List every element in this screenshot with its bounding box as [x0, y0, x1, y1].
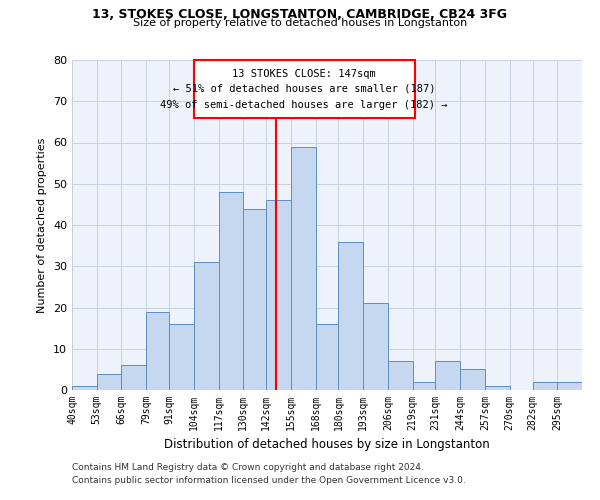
- Bar: [557, 382, 582, 390]
- Bar: [243, 208, 266, 390]
- Bar: [460, 370, 485, 390]
- Text: Contains public sector information licensed under the Open Government Licence v3: Contains public sector information licen…: [72, 476, 466, 485]
- Bar: [291, 146, 316, 390]
- Text: ← 51% of detached houses are smaller (187): ← 51% of detached houses are smaller (18…: [173, 84, 436, 94]
- Text: 13 STOKES CLOSE: 147sqm: 13 STOKES CLOSE: 147sqm: [232, 70, 376, 80]
- Text: 13, STOKES CLOSE, LONGSTANTON, CAMBRIDGE, CB24 3FG: 13, STOKES CLOSE, LONGSTANTON, CAMBRIDGE…: [92, 8, 508, 20]
- Bar: [97, 374, 121, 390]
- Bar: [363, 304, 388, 390]
- Bar: [338, 242, 363, 390]
- Bar: [218, 192, 243, 390]
- Bar: [266, 200, 291, 390]
- Y-axis label: Number of detached properties: Number of detached properties: [37, 138, 47, 312]
- Bar: [146, 312, 169, 390]
- Text: Size of property relative to detached houses in Longstanton: Size of property relative to detached ho…: [133, 18, 467, 28]
- Bar: [72, 386, 97, 390]
- Bar: [316, 324, 338, 390]
- Bar: [121, 365, 146, 390]
- Text: 49% of semi-detached houses are larger (182) →: 49% of semi-detached houses are larger (…: [160, 100, 448, 110]
- Bar: [388, 361, 413, 390]
- Bar: [485, 386, 509, 390]
- Bar: [436, 361, 460, 390]
- Bar: [413, 382, 436, 390]
- FancyBboxPatch shape: [194, 60, 415, 118]
- X-axis label: Distribution of detached houses by size in Longstanton: Distribution of detached houses by size …: [164, 438, 490, 452]
- Bar: [194, 262, 218, 390]
- Bar: [533, 382, 557, 390]
- Text: Contains HM Land Registry data © Crown copyright and database right 2024.: Contains HM Land Registry data © Crown c…: [72, 464, 424, 472]
- Bar: [169, 324, 194, 390]
